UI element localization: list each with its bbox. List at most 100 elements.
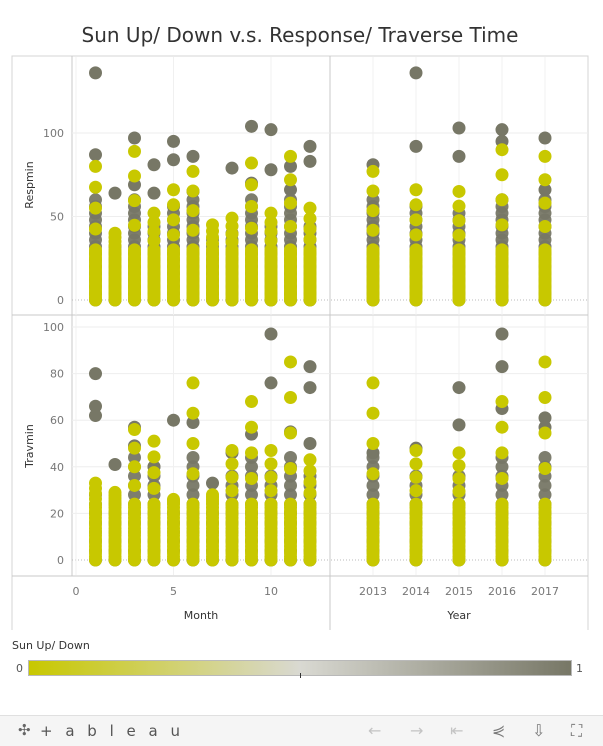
point-day (366, 437, 380, 450)
point-day (147, 225, 161, 239)
point-night (167, 153, 180, 167)
point-night (264, 327, 278, 341)
point-day (186, 376, 200, 390)
point-day (186, 184, 200, 198)
point-day (409, 484, 423, 498)
point-day (186, 497, 200, 511)
y-tick-label: 100 (43, 321, 64, 334)
point-day (147, 434, 161, 448)
point-day (186, 223, 200, 237)
point-night (284, 478, 297, 492)
point-day (409, 243, 423, 257)
point-night (366, 446, 380, 460)
point-night (452, 121, 466, 135)
point-day (186, 467, 200, 481)
point-day (167, 183, 180, 197)
point-day (147, 481, 161, 495)
point-day (147, 497, 161, 511)
point-day (409, 470, 423, 484)
point-day (89, 201, 102, 215)
point-day (147, 206, 161, 220)
point-night (245, 119, 258, 133)
point-day (264, 225, 278, 239)
point-day (225, 443, 239, 457)
point-day (538, 220, 552, 234)
point-day (303, 243, 317, 257)
x-tick-label: 2014 (402, 585, 430, 598)
point-day (128, 194, 141, 208)
point-day (89, 180, 102, 194)
point-day (452, 214, 466, 228)
point-day (538, 390, 552, 404)
point-night (366, 488, 380, 502)
tableau-logo-icon[interactable]: ✣ (18, 721, 31, 739)
redo-icon[interactable]: → (410, 721, 424, 740)
point-day (303, 464, 317, 478)
point-day (264, 243, 278, 257)
point-day (147, 450, 161, 464)
point-day (303, 453, 317, 467)
point-day (167, 198, 180, 212)
point-day (409, 198, 423, 212)
point-day (284, 220, 297, 234)
point-night (245, 488, 258, 502)
y-tick-label: 20 (50, 507, 64, 520)
point-day (366, 376, 380, 390)
point-night (538, 488, 552, 502)
point-day (108, 485, 122, 499)
point-night (89, 148, 102, 162)
point-day (538, 173, 552, 187)
point-day (284, 426, 297, 440)
point-day (245, 221, 258, 235)
point-day (284, 462, 297, 476)
undo-icon[interactable]: ← (368, 721, 382, 740)
y-axis-label-respmin: Respmin (23, 161, 36, 208)
point-day (409, 497, 423, 511)
point-day (245, 395, 258, 409)
point-day (225, 457, 239, 471)
point-night (538, 131, 552, 145)
point-day (264, 443, 278, 457)
point-day (303, 201, 317, 215)
point-day (245, 420, 258, 434)
point-day (284, 355, 297, 369)
tableau-logo-text[interactable]: + a b l e a u (40, 722, 184, 740)
point-day (495, 218, 509, 232)
point-night (128, 469, 141, 483)
point-day (264, 206, 278, 220)
point-night (128, 488, 141, 502)
point-day (128, 441, 141, 455)
point-night (495, 488, 509, 502)
point-day (186, 204, 200, 218)
point-day (409, 183, 423, 197)
x-tick-label: 5 (170, 585, 177, 598)
revert-icon[interactable]: ⇤ (450, 721, 464, 740)
tick-labels: 0 50 100 0 20 40 60 80 100 0 5 10 2013 2014 2015 2016 20… (43, 127, 559, 598)
point-day (225, 484, 239, 498)
point-day (225, 470, 239, 484)
point-day (225, 211, 239, 225)
point-day (264, 484, 278, 498)
point-night (89, 66, 102, 80)
x-tick-label: 2017 (531, 585, 559, 598)
share-icon[interactable]: ⋞ (492, 721, 506, 740)
point-day (245, 497, 258, 511)
point-night (303, 437, 317, 450)
point-day (538, 426, 552, 440)
point-day (264, 470, 278, 484)
x-tick-label: 2013 (359, 585, 387, 598)
fullscreen-icon[interactable]: ⛶ (571, 721, 583, 740)
point-night (538, 478, 552, 492)
point-day (495, 471, 509, 485)
point-night (225, 161, 239, 175)
point-night (452, 418, 466, 432)
point-day (167, 213, 180, 227)
legend-midpoint-marker (300, 673, 301, 678)
point-night (89, 367, 102, 381)
point-day (303, 232, 317, 246)
point-day (495, 446, 509, 460)
point-night (186, 478, 200, 492)
download-icon[interactable]: ⇩ (532, 721, 546, 740)
point-day (495, 193, 509, 207)
point-day (284, 196, 297, 210)
